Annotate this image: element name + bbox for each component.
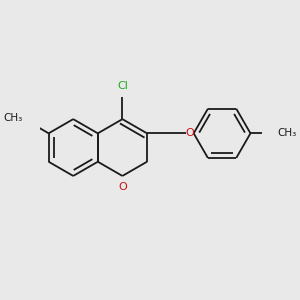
Text: CH₃: CH₃ <box>4 113 23 123</box>
Text: O: O <box>118 182 127 192</box>
Text: CH₃: CH₃ <box>277 128 296 138</box>
Text: Cl: Cl <box>117 81 128 91</box>
Text: O: O <box>185 128 194 138</box>
